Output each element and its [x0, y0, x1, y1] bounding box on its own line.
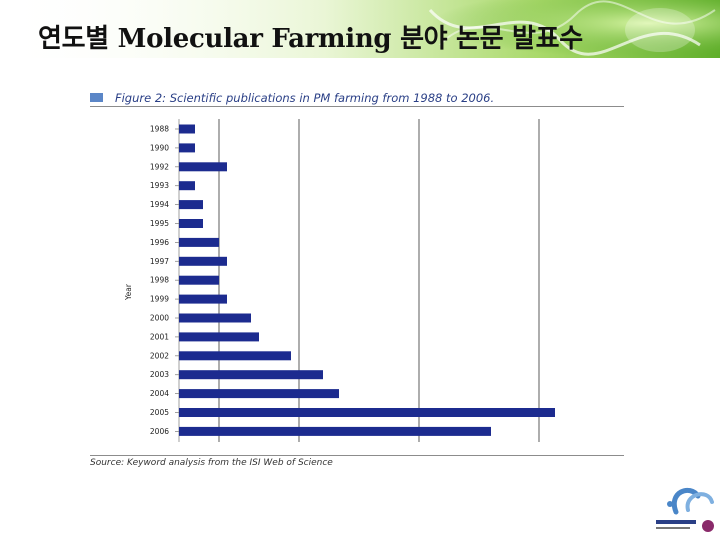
y-tick-label: 2003 [150, 370, 169, 379]
bar [179, 256, 227, 266]
header-green-art [0, 0, 720, 58]
y-tick-label: 2005 [150, 408, 169, 417]
bar [179, 275, 219, 285]
y-tick-label: 1990 [150, 143, 169, 152]
bar [179, 426, 491, 436]
bar [179, 181, 195, 191]
y-tick-label: 1997 [150, 257, 169, 266]
bar [179, 219, 203, 228]
header-decoration [0, 0, 720, 58]
y-tick-label: 2002 [150, 351, 169, 360]
bar [179, 162, 227, 172]
figure-bottom-rule [90, 455, 624, 456]
y-axis-label: Year [124, 283, 133, 301]
figure-top-rule [90, 106, 624, 107]
y-tick-label: 2004 [150, 389, 169, 398]
figure-caption: Figure 2: Scientific publications in PM … [115, 91, 495, 105]
bar [179, 408, 555, 417]
y-tick-label: 1994 [150, 200, 169, 209]
bar [179, 200, 203, 210]
y-tick-label: 1998 [150, 276, 169, 285]
bar [179, 313, 251, 323]
y-tick-label: 1995 [150, 219, 169, 228]
institution-logo [656, 488, 714, 532]
bar [179, 294, 227, 304]
y-tick-label: 1992 [150, 162, 169, 171]
bar [179, 332, 259, 342]
bar [179, 351, 291, 361]
y-tick-label: 1996 [150, 238, 169, 247]
bar [179, 143, 195, 153]
y-tick-label: 1999 [150, 295, 169, 304]
slide-title: 연도별 Molecular Farming 분야 논문 발표수 [38, 24, 583, 54]
y-tick-label: 2006 [150, 427, 169, 436]
figure-marker [90, 93, 103, 102]
bar [179, 389, 339, 399]
y-tick-label: 1993 [150, 181, 169, 190]
y-tick-label: 2000 [150, 314, 169, 323]
y-tick-label: 2001 [150, 332, 169, 341]
y-tick-label: 1988 [150, 125, 169, 134]
figure-source: Source: Keyword analysis from the ISI We… [90, 458, 333, 468]
bar [179, 124, 195, 134]
bar [179, 370, 323, 380]
bar [179, 237, 219, 247]
